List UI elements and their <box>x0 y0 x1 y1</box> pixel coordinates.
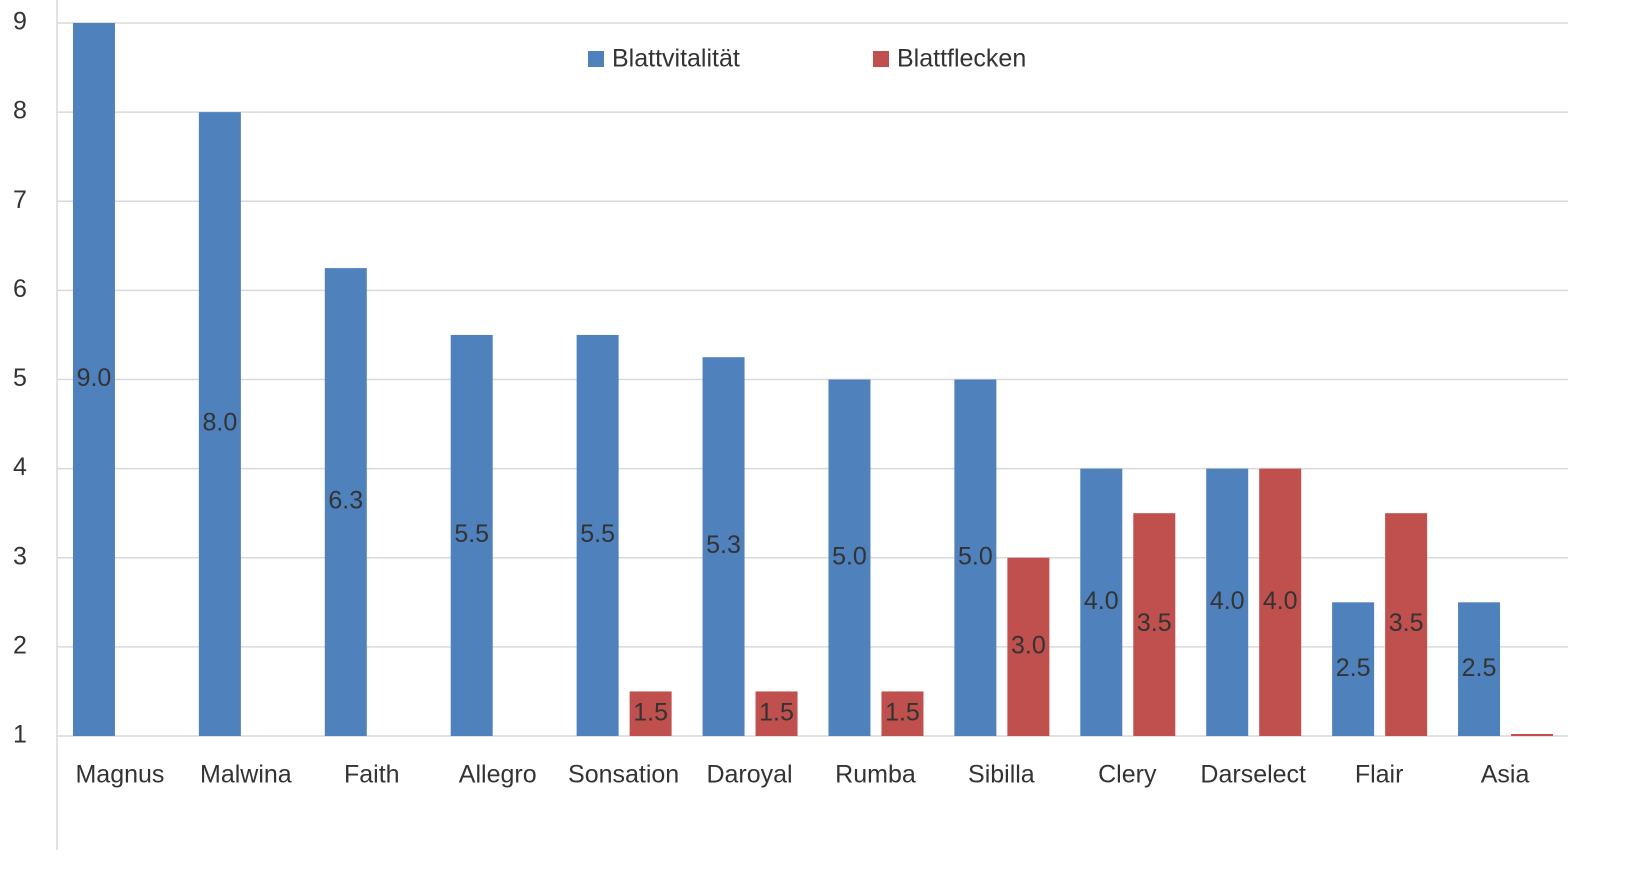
data-label: 3.0 <box>1011 631 1046 659</box>
data-label: 8.0 <box>202 409 237 437</box>
data-label: 2.5 <box>1462 654 1497 682</box>
x-tick-label: Sonsation <box>568 761 679 789</box>
bar <box>1259 468 1302 736</box>
data-label: 6.3 <box>328 487 363 515</box>
x-tick-label: Daroyal <box>706 761 792 789</box>
bar <box>828 379 871 736</box>
bar <box>576 334 619 736</box>
bar <box>1007 557 1050 736</box>
y-tick-label: 7 <box>13 186 27 214</box>
bar <box>72 23 115 736</box>
data-label: 4.0 <box>1210 587 1245 615</box>
data-label: 4.0 <box>1084 587 1119 615</box>
x-tick-label: Magnus <box>75 761 164 789</box>
bar <box>1080 468 1123 736</box>
data-label: 5.3 <box>706 531 741 559</box>
y-tick-label: 2 <box>13 631 27 659</box>
data-label: 4.0 <box>1263 587 1298 615</box>
y-tick-label: 8 <box>13 97 27 125</box>
y-tick-label: 1 <box>13 721 27 749</box>
x-tick-label: Faith <box>344 761 400 789</box>
data-label: 3.5 <box>1389 609 1424 637</box>
data-label: 5.0 <box>832 542 867 570</box>
y-tick-label: 9 <box>13 8 27 36</box>
y-tick-label: 6 <box>13 275 27 303</box>
data-label: 5.5 <box>580 520 615 548</box>
x-tick-label: Allegro <box>459 761 537 789</box>
x-tick-label: Asia <box>1481 761 1530 789</box>
x-tick-label: Clery <box>1098 761 1157 789</box>
data-label: 1.5 <box>885 698 920 726</box>
bar <box>1385 513 1428 736</box>
x-tick-label: Malwina <box>200 761 292 789</box>
x-tick-label: Sibilla <box>968 761 1035 789</box>
bar <box>755 691 798 736</box>
data-label: 5.0 <box>958 542 993 570</box>
data-label: 1.5 <box>633 698 668 726</box>
bar <box>450 334 493 736</box>
x-tick-label: Rumba <box>835 761 916 789</box>
bar <box>881 691 924 736</box>
y-tick-label: 3 <box>13 542 27 570</box>
bar <box>702 357 745 736</box>
data-label: 3.5 <box>1137 609 1172 637</box>
data-label: 5.5 <box>454 520 489 548</box>
y-tick-label: 5 <box>13 364 27 392</box>
data-label: 2.5 <box>1336 654 1371 682</box>
bar <box>1133 513 1176 736</box>
legend-label: Blattflecken <box>897 45 1026 73</box>
bar <box>629 691 672 736</box>
y-tick-label: 4 <box>13 453 27 481</box>
data-label: 9.0 <box>77 364 112 392</box>
bar <box>954 379 997 736</box>
bar <box>1332 602 1375 736</box>
legend-swatch <box>873 51 889 67</box>
legend-label: Blattvitalität <box>612 45 740 73</box>
legend-swatch <box>588 51 604 67</box>
bar <box>324 268 367 736</box>
bar <box>198 112 241 736</box>
bar <box>1206 468 1249 736</box>
data-label: 1.5 <box>759 698 794 726</box>
bar <box>1511 734 1554 736</box>
x-tick-label: Flair <box>1355 761 1404 789</box>
x-tick-label: Darselect <box>1200 761 1306 789</box>
bar <box>1458 602 1501 736</box>
